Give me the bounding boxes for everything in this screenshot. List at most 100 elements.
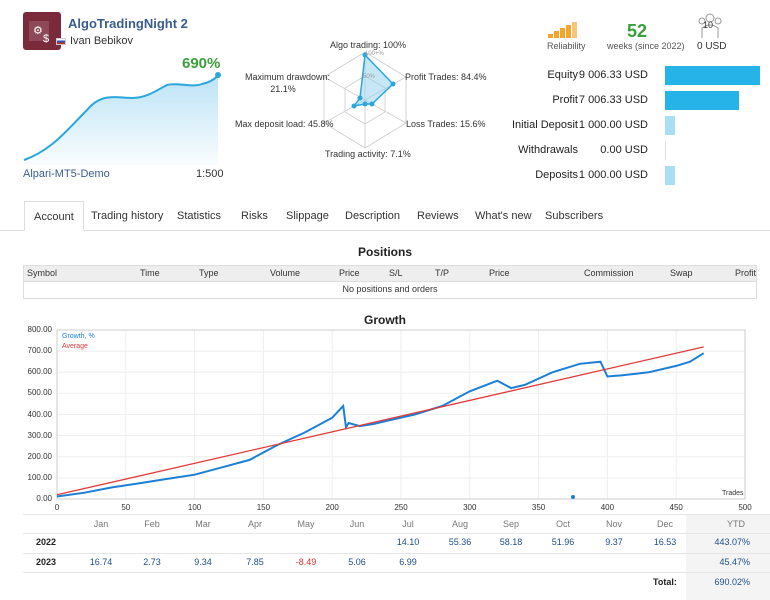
y-tick-300: 300.00 — [27, 430, 52, 440]
total-value: 690.02% — [714, 577, 750, 587]
positions-empty: No positions and orders — [23, 282, 757, 299]
tab-risks[interactable]: Risks — [241, 210, 268, 222]
growth-chart — [56, 329, 746, 500]
positions-col-4: Price — [339, 268, 360, 278]
total-label: Total: — [653, 577, 677, 587]
tab-account[interactable]: Account — [24, 201, 84, 231]
radar-deposit-load: Max deposit load: 45.8% — [235, 119, 334, 129]
y-tick-500: 500.00 — [27, 388, 52, 398]
tab-description[interactable]: Description — [345, 210, 401, 222]
finance-bar-1 — [665, 91, 739, 110]
finance-bar-3 — [665, 141, 666, 160]
month-mar: Mar — [195, 519, 211, 529]
x-tick-500: 500 — [738, 503, 752, 512]
plot-frame — [56, 329, 746, 500]
positions-col-3: Volume — [270, 268, 301, 278]
series-line-average — [56, 346, 704, 496]
tab-trading-history[interactable]: Trading history — [91, 210, 164, 222]
month-value-2023-1: 2.73 — [143, 557, 161, 567]
signal-logo: ⚙ $ — [23, 12, 61, 50]
month-value-2022-8: 58.18 — [499, 537, 523, 547]
radar-drawdown-label: Maximum drawdown: — [245, 72, 331, 82]
month-value-2023-2: 9.34 — [194, 557, 212, 567]
ytd-2023: 45.47% — [719, 557, 750, 567]
x-tick-400: 400 — [600, 503, 615, 512]
x-axis-label: Trades — [722, 490, 744, 497]
weeks-label: weeks (since 2022) — [607, 41, 685, 51]
finance-value-1: 7 006.33 USD — [578, 94, 648, 106]
month-value-2023-5: 5.06 — [348, 557, 366, 567]
month-apr: Apr — [247, 519, 262, 529]
x-tick-200: 200 — [325, 503, 339, 512]
subscribers-count: 10 — [703, 20, 714, 30]
broker-name[interactable]: Alpari-MT5-Demo — [23, 168, 110, 180]
month-value-2022-7: 55.36 — [448, 537, 472, 547]
svg-text:$: $ — [43, 33, 49, 45]
month-value-2023-3: 7.85 — [246, 557, 264, 567]
finance-label-0: Equity — [547, 69, 578, 81]
reliability-label: Reliability — [547, 41, 586, 51]
tab-reviews[interactable]: Reviews — [417, 210, 459, 222]
leverage-value: 1:500 — [196, 168, 224, 180]
table-line-bottom — [23, 572, 770, 573]
x-tick-300: 300 — [463, 503, 477, 512]
weeks-count: 52 — [627, 21, 648, 41]
table-line-1 — [23, 553, 770, 554]
radar-ring-50: 50% — [363, 74, 376, 80]
finance-value-0: 9 006.33 USD — [578, 69, 648, 81]
subscribers-icon — [698, 13, 722, 38]
year-2023: 2023 — [36, 557, 57, 567]
finance-bar-4 — [665, 166, 675, 185]
gain-sparkline — [23, 72, 221, 165]
risk-radar-chart — [323, 51, 407, 149]
x-tick-0: 0 — [54, 503, 60, 512]
finance-label-2: Initial Deposit — [511, 119, 578, 131]
growth-title: Growth — [364, 313, 406, 327]
table-line-top — [23, 514, 770, 515]
tab-slippage[interactable]: Slippage — [286, 210, 329, 222]
positions-col-0: Symbol — [27, 268, 58, 278]
x-tick-100: 100 — [187, 503, 202, 512]
positions-col-10: Profit — [735, 268, 757, 278]
positions-col-7: Price — [489, 268, 510, 278]
radar-trading-activity: Trading activity: 7.1% — [325, 149, 411, 159]
ytd-header: YTD — [727, 519, 745, 529]
gain-percentage: 690% — [182, 55, 221, 72]
tabs-divider — [0, 230, 770, 231]
month-value-2022-6: 14.10 — [396, 537, 420, 547]
month-value-2023-4: -8.49 — [295, 557, 317, 567]
finance-bar-0 — [665, 66, 760, 85]
table-line-0 — [23, 533, 770, 534]
y-tick-0: 0.00 — [36, 494, 52, 503]
x-tick-450: 450 — [669, 503, 683, 512]
month-may: May — [297, 519, 315, 529]
tab-what-s-new[interactable]: What's new — [475, 210, 532, 222]
tab-statistics[interactable]: Statistics — [177, 210, 222, 222]
author-name[interactable]: Ivan Bebikov — [70, 35, 133, 47]
finance-bar-2 — [665, 116, 675, 135]
positions-col-1: Time — [140, 268, 160, 278]
x-tick-150: 150 — [256, 503, 271, 512]
month-jun: Jun — [349, 519, 365, 529]
ytd-2022: 443.07% — [714, 537, 750, 547]
radar-drawdown-value: 21.1% — [270, 84, 296, 94]
radar-algo-trading: Algo trading: 100% — [330, 40, 407, 50]
finance-label-4: Deposits — [535, 169, 578, 181]
finance-value-4: 1 000.00 USD — [578, 169, 648, 181]
positions-col-8: Commission — [584, 268, 634, 278]
tab-subscribers[interactable]: Subscribers — [545, 210, 604, 222]
month-nov: Nov — [605, 519, 622, 529]
month-dec: Dec — [656, 519, 673, 529]
positions-col-2: Type — [199, 268, 219, 278]
legend-growth: Growth, % — [62, 333, 95, 340]
y-tick-600: 600.00 — [27, 367, 52, 377]
y-tick-200: 200.00 — [27, 451, 52, 461]
positions-header — [23, 265, 757, 282]
month-value-2023-0: 16.74 — [89, 557, 113, 567]
year-2022: 2022 — [36, 537, 57, 547]
signal-name[interactable]: AlgoTradingNight 2 — [68, 16, 188, 31]
month-aug: Aug — [451, 519, 468, 529]
finance-label-3: Withdrawals — [518, 144, 578, 156]
month-jul: Jul — [402, 519, 414, 529]
positions-title: Positions — [357, 245, 412, 259]
